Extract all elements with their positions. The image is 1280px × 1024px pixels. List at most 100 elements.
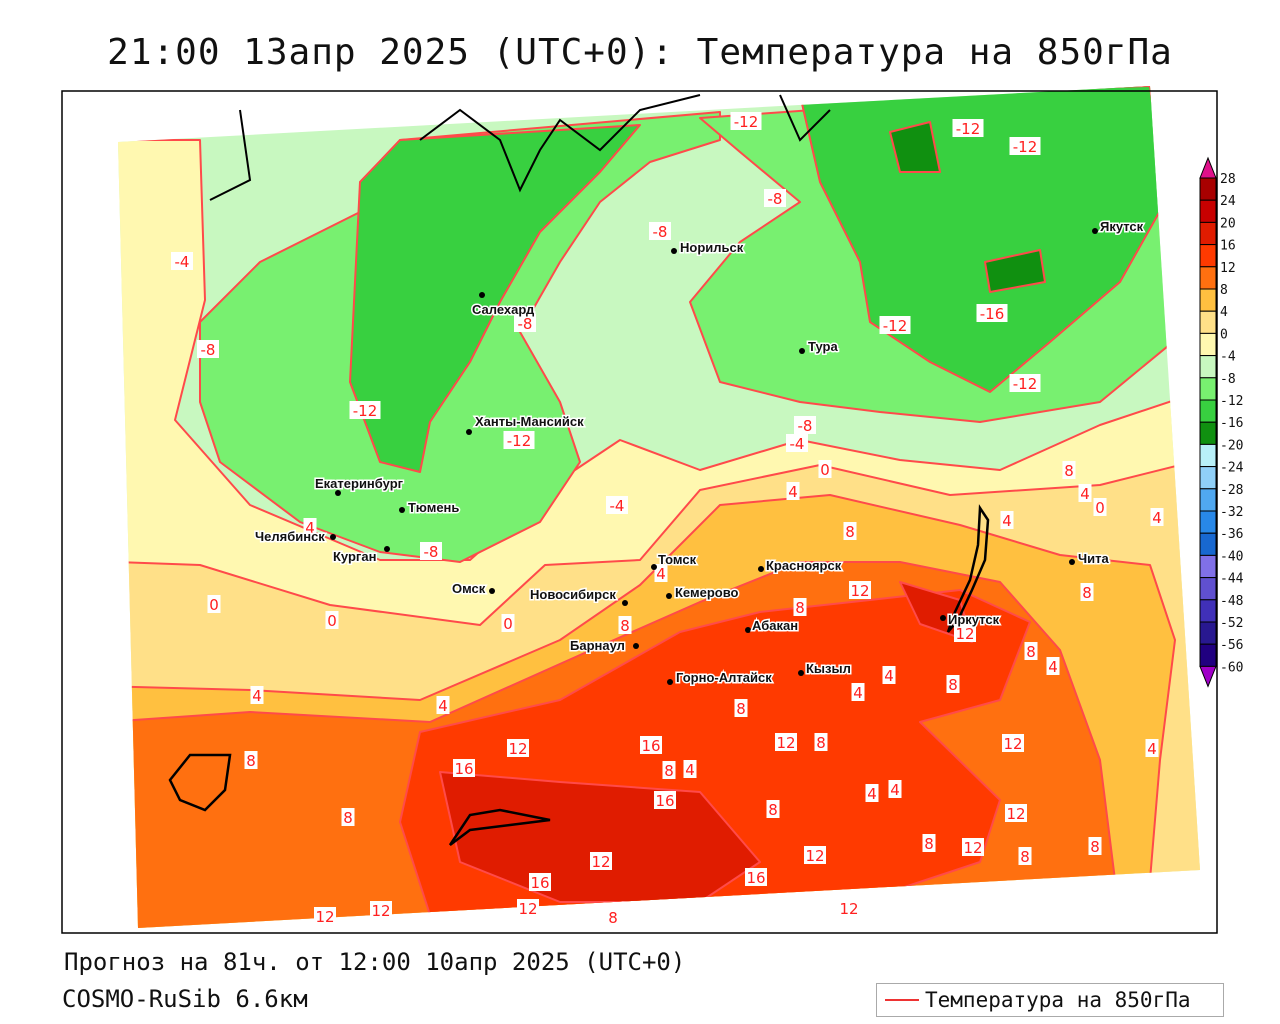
colorbar-swatch [1199,532,1217,556]
contour-label: -16 [980,305,1005,323]
contour-label-bg [1024,642,1038,660]
contour-label-bg [1009,374,1041,392]
contour-label: 12 [1006,805,1025,823]
contour-label-bg [314,907,336,925]
contour-label: -8 [424,543,439,561]
city-dot-icon [745,627,751,633]
colorbar-tick-label: -48 [1220,594,1243,609]
geography-lines [168,94,990,846]
contour-label: 8 [736,700,746,718]
contour-label-bg [888,780,902,798]
contour-label: 0 [209,596,219,614]
contour-label: 4 [685,761,695,779]
city-dot-icon [335,490,341,496]
colorbar-tick-label: -4 [1220,350,1236,365]
contour-label-bg [244,751,258,769]
city-label: Иркутск [948,612,1000,627]
contour-label: 8 [620,617,630,635]
city-label: Тура [808,339,838,354]
contour-label: -4 [610,497,625,515]
contour-label-bg [436,696,450,714]
contour-label: -8 [768,190,783,208]
contour-label-bg [766,800,780,818]
city-dot-icon [1069,559,1075,565]
contour-label-bg [794,416,816,434]
city-dot-icon [479,292,485,298]
contour-label-bg [250,686,264,704]
contour-label: 12 [371,902,390,920]
contour-label: 16 [746,869,765,887]
colorbar-swatch [1199,199,1217,223]
city-dot-icon [798,670,804,676]
contour-label: -8 [798,417,813,435]
city-marker: Иркутск [940,611,1001,629]
cities: Салехард Норильск Якутск Тура Ханты-Мансийск… [254,218,1146,687]
contour-label: 12 [955,625,974,643]
contour-label: 8 [845,523,855,541]
legend-line-swatch [885,999,919,1001]
city-dot-icon [330,534,336,540]
contour-label-bg [1062,461,1076,479]
contour-label: 16 [454,760,473,778]
forecast-info: Прогноз на 81ч. от 12:00 10апр 2025 (UTC… [64,948,686,976]
colorbar-tick-label: -36 [1220,527,1243,542]
contour-label: 12 [508,740,527,758]
city-marker: Салехард [471,292,536,319]
contour-label-bg [303,518,317,536]
lake-baikal [946,504,990,633]
colorbar-swatch [1199,355,1217,379]
contour-label-bg [370,901,392,919]
city-marker: Тюмень [399,499,461,517]
colorbar-tick-label: 20 [1220,216,1236,231]
city-label: Томск [658,552,697,567]
city-label: Кемерово [675,585,739,600]
contour-label-bg [849,581,871,599]
contour-label: -12 [883,317,908,335]
contour-label: -12 [1013,375,1038,393]
contour-label: 12 [963,839,982,857]
temperature-fields [118,86,1200,928]
contour-label-bg [804,846,826,864]
city-label: Якутск [1100,219,1144,234]
city-label: Красноярск [766,558,842,573]
contour-label: 12 [805,847,824,865]
colorbar-tick-label: 16 [1220,239,1236,254]
city-dot-icon [667,679,673,685]
colorbar-tick-label: -60 [1220,660,1243,675]
contour-label: -12 [1013,138,1038,156]
contour-label-bg [1093,498,1107,516]
contour-label: 12 [839,900,858,918]
contour-label-bg [793,598,807,616]
city-marker: Барнаул [569,637,639,655]
contour-label: -12 [507,432,532,450]
colorbar-swatch [1199,244,1217,268]
colorbar-swatch [1199,421,1217,445]
colorbar-tick-label: 24 [1220,194,1236,209]
contour-label-bg [730,112,762,130]
contour-label: 16 [530,874,549,892]
city-dot-icon [489,588,495,594]
contour-label-bg [946,675,960,693]
contour-label: 4 [656,565,666,583]
contour-label-bg [654,564,668,582]
city-marker: Норильск [671,239,745,257]
colorbar-swatch [1199,554,1217,579]
colorbar-tick-label: 28 [1220,172,1236,187]
city-label: Новосибирск [530,587,616,602]
city-dot-icon [1092,228,1098,234]
city-dot-icon [633,643,639,649]
contour-label: 12 [776,734,795,752]
contour-label-bg [517,899,539,917]
contour-label-bg [1009,137,1041,155]
field-minus20-minus16 [889,121,1046,293]
contour-label: 4 [438,697,448,715]
contour-label-bg [197,340,219,358]
contour-label-bg [207,595,221,613]
contour-label-bg [606,908,620,926]
city-dot-icon [384,546,390,552]
contour-label-bg [171,252,193,270]
contour-label-bg [764,189,786,207]
city-marker: Екатеринбург [314,475,405,496]
contour-label: 8 [608,909,618,927]
